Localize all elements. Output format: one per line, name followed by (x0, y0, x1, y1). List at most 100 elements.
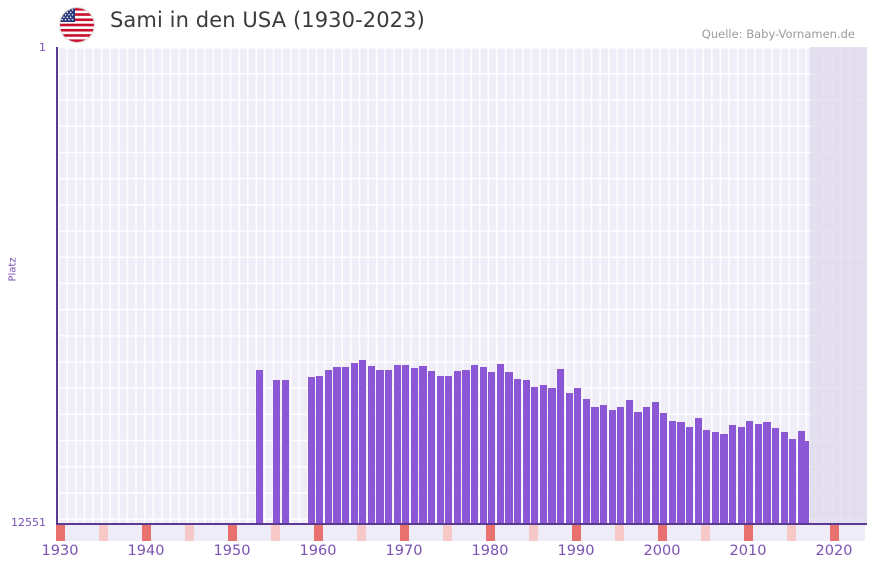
bar-1991[interactable] (574, 387, 582, 523)
bar-1965[interactable] (350, 362, 358, 523)
bar-1957[interactable] (281, 380, 289, 523)
bar-1998[interactable] (634, 411, 642, 523)
x-axis-labels: 1930 1940 1950 1960 1970 1980 1990 2000 2010 2020 (0, 543, 873, 567)
bar-1964[interactable] (342, 366, 350, 523)
x-tick-mark-15 (701, 525, 710, 541)
bar-1975[interactable] (436, 375, 444, 523)
bar-1966[interactable] (359, 360, 367, 523)
bar-1989[interactable] (557, 368, 565, 523)
x-tick-mark-1 (99, 525, 108, 541)
bar-1971[interactable] (402, 364, 410, 523)
bar-1961[interactable] (316, 376, 324, 523)
x-tick-mark-14 (658, 525, 667, 541)
x-tick-mark-6 (314, 525, 323, 541)
bar-1981[interactable] (488, 371, 496, 523)
bar-2009[interactable] (729, 425, 737, 523)
x-tick-mark-7 (357, 525, 366, 541)
bar-1997[interactable] (625, 399, 633, 523)
x-tick-mark-4 (228, 525, 237, 541)
source-label: Quelle: Baby-Vornamen.de (701, 27, 855, 41)
bar-1995[interactable] (608, 409, 616, 523)
x-tick-mark-8 (400, 525, 409, 541)
bar-1972[interactable] (410, 367, 418, 523)
bar-2012[interactable] (754, 424, 762, 523)
x-tick-mark-9 (443, 525, 452, 541)
x-tick-mark-2 (142, 525, 151, 541)
bar-1983[interactable] (505, 372, 513, 523)
bar-1994[interactable] (600, 404, 608, 523)
bar-2006[interactable] (703, 429, 711, 523)
bar-1967[interactable] (367, 365, 375, 523)
bar-series (58, 47, 867, 523)
x-tick-mark-17 (787, 525, 796, 541)
bar-1990[interactable] (565, 392, 573, 523)
x-axis-label-1950: 1950 (213, 543, 251, 559)
x-axis-label-1970: 1970 (385, 543, 423, 559)
bar-1973[interactable] (419, 366, 427, 523)
bar-2011[interactable] (746, 421, 754, 523)
bar-2004[interactable] (686, 426, 694, 523)
bar-1962[interactable] (324, 370, 332, 523)
bar-2000[interactable] (651, 401, 659, 523)
bar-2008[interactable] (720, 433, 728, 523)
bar-1996[interactable] (617, 406, 625, 523)
x-axis-label-2000: 2000 (643, 543, 681, 559)
bar-2013[interactable] (763, 422, 771, 523)
bar-2018[interactable] (802, 441, 810, 523)
bar-1960[interactable] (307, 376, 315, 523)
x-tick-mark-11 (529, 525, 538, 541)
bar-1992[interactable] (582, 398, 590, 523)
bar-1976[interactable] (445, 375, 453, 523)
x-tick-mark-12 (572, 525, 581, 541)
x-tick-mark-18 (830, 525, 839, 541)
bar-1979[interactable] (471, 365, 479, 523)
y-axis-tick-top: 1 (39, 41, 46, 54)
x-axis-label-1940: 1940 (127, 543, 165, 559)
bar-1963[interactable] (333, 367, 341, 523)
x-axis-label-2020: 2020 (815, 543, 853, 559)
bar-2015[interactable] (780, 432, 788, 523)
x-tick-mark-3 (185, 525, 194, 541)
bar-2001[interactable] (660, 412, 668, 523)
x-axis-label-1990: 1990 (557, 543, 595, 559)
bar-1974[interactable] (428, 371, 436, 523)
x-axis-tick-band (56, 525, 865, 541)
bar-1985[interactable] (522, 380, 530, 523)
bar-2017[interactable] (797, 431, 805, 523)
x-tick-mark-16 (744, 525, 753, 541)
bar-1988[interactable] (548, 388, 556, 523)
bar-2014[interactable] (772, 428, 780, 523)
x-axis-label-2010: 2010 (729, 543, 767, 559)
bar-2005[interactable] (694, 418, 702, 523)
bar-2007[interactable] (711, 432, 719, 523)
bar-1980[interactable] (479, 367, 487, 523)
bar-1999[interactable] (643, 407, 651, 523)
bar-2016[interactable] (789, 439, 797, 523)
bar-1970[interactable] (393, 364, 401, 523)
bar-2010[interactable] (737, 426, 745, 523)
bar-1986[interactable] (531, 387, 539, 523)
bar-1977[interactable] (453, 371, 461, 523)
bar-1993[interactable] (591, 407, 599, 523)
bar-1978[interactable] (462, 370, 470, 523)
us-flag-icon (60, 8, 94, 42)
plot-area (56, 47, 867, 525)
bar-1954[interactable] (256, 370, 264, 523)
bar-1956[interactable] (273, 379, 281, 523)
x-axis-label-1930: 1930 (41, 543, 79, 559)
bar-2002[interactable] (668, 421, 676, 523)
x-tick-mark-0 (56, 525, 65, 541)
y-axis-tick-bottom: 12551 (11, 516, 46, 529)
bar-1987[interactable] (539, 384, 547, 523)
y-axis-title: Platz (7, 257, 19, 282)
x-tick-mark-5 (271, 525, 280, 541)
x-axis-label-1980: 1980 (471, 543, 509, 559)
bar-1969[interactable] (385, 370, 393, 523)
bar-1968[interactable] (376, 370, 384, 523)
bar-1984[interactable] (514, 378, 522, 523)
bar-1982[interactable] (496, 364, 504, 523)
page-title: Sami in den USA (1930-2023) (110, 8, 425, 32)
bar-2003[interactable] (677, 421, 685, 523)
x-axis-label-1960: 1960 (299, 543, 337, 559)
